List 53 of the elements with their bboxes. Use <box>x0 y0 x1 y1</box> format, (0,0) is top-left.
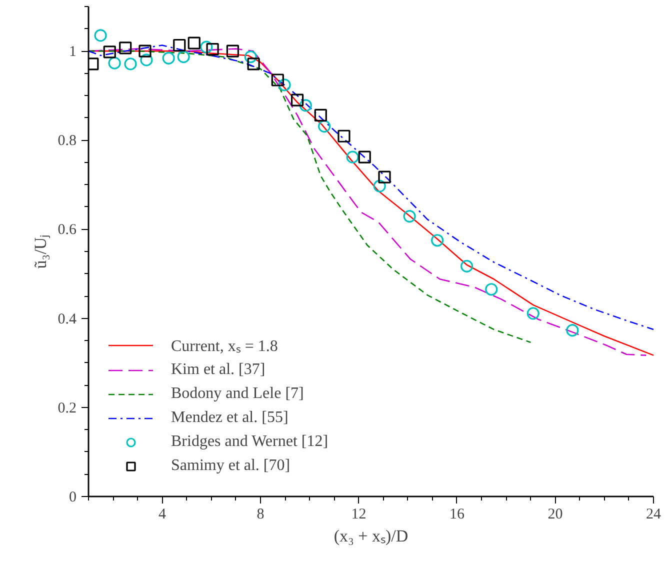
point <box>318 120 331 133</box>
point <box>431 234 444 247</box>
x-tick-label: 8 <box>256 506 264 522</box>
point <box>338 130 350 142</box>
point <box>108 56 121 70</box>
point <box>460 260 474 272</box>
y-tick-label: 0.4 <box>58 311 77 328</box>
y-tick-label: 1 <box>69 44 76 60</box>
point <box>346 150 359 164</box>
point <box>299 99 312 112</box>
point <box>485 283 498 296</box>
point <box>244 50 257 64</box>
point <box>103 46 116 58</box>
x-tick-label: 20 <box>548 506 563 522</box>
x-tick-label: 4 <box>158 506 166 522</box>
point <box>378 170 391 184</box>
point <box>177 50 190 64</box>
point <box>173 38 186 52</box>
point <box>200 40 213 54</box>
point <box>358 150 371 164</box>
x-tick-label: 12 <box>351 506 366 522</box>
point <box>278 78 291 92</box>
point <box>124 58 137 70</box>
point <box>226 44 239 58</box>
point <box>140 54 153 66</box>
legend-label: Bridges and Wernet [12] <box>171 433 328 451</box>
point <box>271 74 284 86</box>
point <box>138 44 152 58</box>
y-axis-title: ũ₃/Uⱼ <box>30 234 51 269</box>
point <box>119 42 132 54</box>
x-axis-title: (x₃ + xₛ)/D <box>334 526 408 546</box>
y-tick-label: 0 <box>69 490 76 506</box>
point <box>162 52 175 64</box>
point <box>526 307 540 320</box>
y-tick-label: 0.2 <box>58 400 76 416</box>
point <box>403 210 416 223</box>
point <box>291 94 304 106</box>
x-tick-label: 16 <box>449 506 465 522</box>
legend-label: Samimy et al. [70] <box>171 457 290 475</box>
point <box>206 42 219 56</box>
x-tick-label: 24 <box>646 506 662 522</box>
legend-label: Mendez et al. [55] <box>171 409 288 427</box>
point <box>314 108 327 122</box>
legend-label: Bodony and Lele [7] <box>171 385 304 403</box>
point <box>373 180 386 192</box>
point <box>566 324 579 337</box>
point <box>247 58 260 70</box>
legend-label: Current, xₛ = 1.8 <box>171 337 278 356</box>
y-tick-label: 0.6 <box>58 222 77 238</box>
legend-label: Kim et al. [37] <box>171 361 266 379</box>
point <box>94 29 107 42</box>
point <box>188 36 200 50</box>
y-tick-label: 0.8 <box>58 133 76 150</box>
